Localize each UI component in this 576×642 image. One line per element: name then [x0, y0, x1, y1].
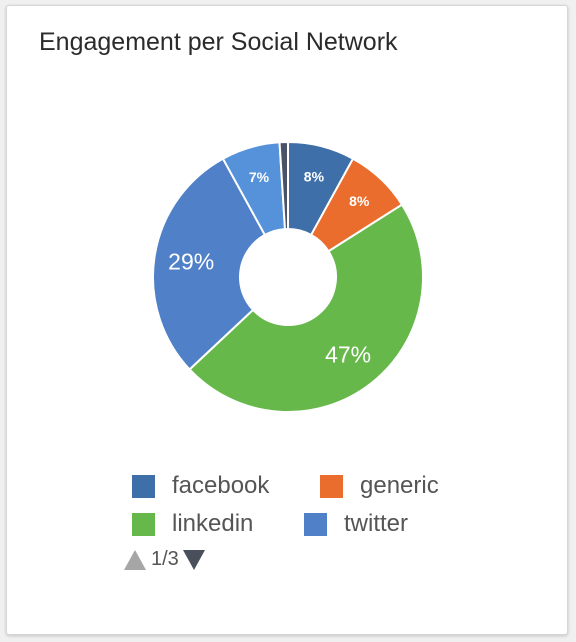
page-down-icon[interactable] — [182, 549, 205, 570]
legend-label-generic: generic — [360, 472, 439, 499]
slice-label-generic: 8% — [349, 193, 370, 209]
legend-swatch-linkedin — [132, 512, 155, 536]
legend-item-facebook[interactable]: facebook — [132, 472, 269, 500]
page-indicator: 1/3 — [151, 548, 179, 570]
chart-card: Engagement per Social Network — [6, 5, 568, 635]
legend-label-facebook: facebook — [172, 472, 270, 499]
page-up-icon[interactable] — [124, 549, 146, 570]
legend-item-linkedin[interactable]: linkedin — [132, 510, 253, 538]
legend-label-twitter: twitter — [344, 510, 409, 537]
legend-item-twitter[interactable]: twitter — [304, 510, 408, 538]
slice-label-linkedin: 47% — [325, 341, 371, 367]
legend-swatch-facebook — [132, 474, 155, 498]
legend-swatch-generic — [320, 474, 343, 498]
slice-label-other-4: 7% — [249, 169, 270, 185]
legend-label-linkedin: linkedin — [172, 510, 254, 537]
legend-item-generic[interactable]: generic — [320, 472, 439, 500]
slice-linkedin[interactable] — [188, 203, 424, 413]
slice-label-twitter: 29% — [168, 249, 214, 275]
legend-swatch-twitter — [304, 512, 327, 536]
slice-label-facebook: 8% — [304, 168, 325, 184]
slice-twitter[interactable] — [152, 157, 267, 371]
legend-pager: 1/3 — [124, 548, 205, 571]
slice-other-5[interactable] — [278, 140, 289, 231]
chart-title: Engagement per Social Network — [39, 28, 398, 56]
